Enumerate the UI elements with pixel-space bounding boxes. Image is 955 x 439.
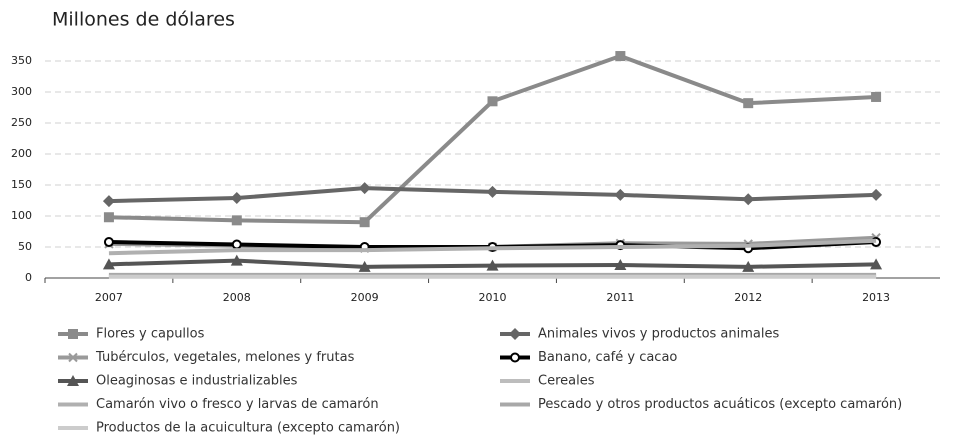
chart-title: Millones de dólares	[52, 9, 235, 31]
point	[359, 217, 370, 228]
x-tick-label: 2011	[606, 291, 634, 304]
legend-marker	[510, 352, 520, 363]
point	[102, 258, 115, 270]
point	[358, 260, 371, 272]
point	[486, 259, 499, 271]
point	[615, 51, 626, 62]
x-tick-label: 2013	[862, 291, 890, 304]
legend-label: Productos de la acuicultura (excepto cam…	[96, 421, 400, 436]
point	[102, 195, 115, 208]
legend-label: Oleaginosas e industrializables	[96, 374, 298, 389]
legend-label: Cereales	[538, 374, 595, 389]
y-tick-label: 200	[11, 147, 32, 160]
series-line	[108, 238, 877, 256]
y-tick-label: 250	[11, 116, 32, 129]
point	[614, 258, 627, 270]
legend-label: Pescado y otros productos acuáticos (exc…	[538, 397, 902, 412]
x-tick-label: 2008	[223, 291, 251, 304]
point	[103, 237, 114, 248]
point	[486, 185, 499, 198]
point	[743, 98, 754, 109]
x-tick-label: 2010	[479, 291, 507, 304]
y-tick-label: 150	[11, 178, 32, 191]
y-tick-label: 100	[11, 209, 32, 222]
legend-label: Animales vivos y productos animales	[538, 327, 779, 342]
point	[358, 182, 371, 195]
legend-marker	[68, 329, 78, 339]
legend-label: Camarón vivo o fresco y larvas de camaró…	[96, 397, 379, 412]
point	[742, 260, 755, 272]
legend-marker	[67, 375, 79, 386]
legend-label: Banano, café y cacao	[538, 350, 677, 365]
legend-marker	[68, 352, 78, 363]
legend-label: Tubérculos, vegetales, melones y frutas	[95, 350, 355, 365]
point	[742, 193, 755, 206]
y-tick-label: 0	[25, 271, 32, 284]
point	[230, 192, 243, 205]
point	[871, 91, 882, 102]
y-tick-label: 300	[11, 85, 32, 98]
point	[614, 188, 627, 201]
x-tick-label: 2007	[95, 291, 123, 304]
point	[231, 215, 242, 226]
y-tick-label: 50	[18, 240, 32, 253]
legend-label: Flores y capullos	[96, 327, 205, 342]
point	[103, 212, 114, 223]
point	[870, 258, 883, 270]
point	[487, 96, 498, 107]
point	[231, 239, 242, 250]
legend-marker	[509, 328, 521, 340]
y-tick-label: 350	[11, 54, 32, 67]
x-tick-label: 2009	[351, 291, 379, 304]
point	[870, 188, 883, 201]
x-tick-label: 2012	[734, 291, 762, 304]
point	[230, 254, 243, 266]
